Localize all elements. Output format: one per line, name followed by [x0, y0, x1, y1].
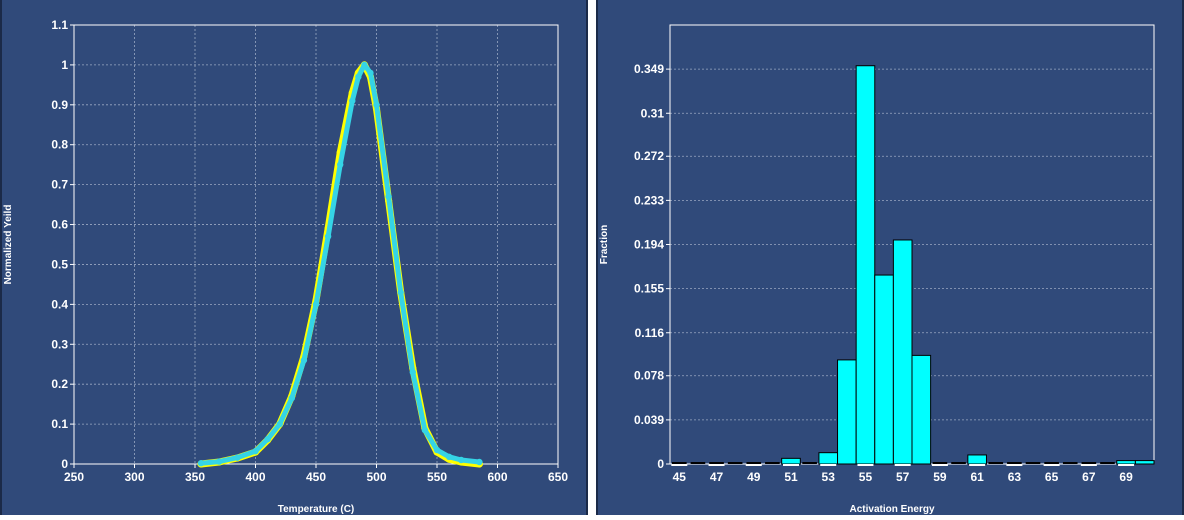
- x-tick-label: 49: [747, 470, 761, 484]
- x-axis-title: Activation Energy: [849, 504, 934, 515]
- y-tick-label: 0.7: [51, 178, 68, 192]
- yield-scatter-chart: 250 300 350 400 450 500 550 600 650 0 0.1 0.2 0.3 0.4…: [3, 18, 568, 515]
- y-tick-label: 0.2: [51, 377, 68, 391]
- x-tick-label: 250: [64, 470, 84, 484]
- series-2-point: [276, 420, 283, 428]
- series-2-point: [458, 456, 465, 464]
- series-2-point: [349, 97, 356, 105]
- y-axis-title: Fraction: [599, 225, 610, 264]
- x-tick-label: 65: [1045, 470, 1059, 484]
- y-tick-label: 0.4: [51, 297, 68, 311]
- y-tick-label: 0.349: [634, 62, 664, 76]
- series-2-point: [373, 101, 380, 109]
- bar: [781, 457, 801, 465]
- series-2-point: [312, 301, 320, 308]
- series-2-point: [409, 369, 416, 376]
- bar: [911, 354, 932, 465]
- y-tick-label: 0.116: [635, 326, 665, 340]
- y-tick-label: 0.6: [51, 218, 68, 232]
- panel-separator: [588, 0, 596, 515]
- bar: [1116, 460, 1136, 465]
- activation-chart-panel: 0 0.039 0.078 0.116 0.155 0.194 0.233 0.272 0.31…: [596, 0, 1184, 515]
- x-tick-label: 600: [487, 470, 507, 484]
- series-2-point: [234, 454, 241, 461]
- series-2-point: [385, 193, 392, 200]
- series-2-point: [445, 453, 453, 461]
- series-2-point: [367, 69, 374, 77]
- series-2-point: [216, 458, 223, 465]
- series-2-point: [337, 161, 344, 168]
- activation-bar-chart: 0 0.039 0.078 0.116 0.155 0.194 0.233 0.272 0.31…: [599, 24, 1155, 515]
- x-tick-label: 300: [124, 470, 144, 484]
- x-tick-label: 500: [366, 470, 386, 484]
- bar: [967, 454, 987, 465]
- y-tick-label: 0: [657, 457, 664, 471]
- series-2-point: [397, 289, 404, 296]
- x-tick-label: 67: [1082, 470, 1096, 484]
- y-tick-label: 0.9: [51, 98, 68, 112]
- x-tick-label: 59: [933, 470, 947, 484]
- x-tick-label: 53: [822, 470, 836, 484]
- series-2-point: [300, 357, 308, 364]
- x-tick-label: 63: [1008, 470, 1022, 484]
- series-2-point: [264, 436, 271, 443]
- y-tick-label: 0.272: [634, 149, 664, 163]
- plot-frame: [73, 24, 559, 465]
- x-tick-label: 45: [673, 470, 687, 484]
- series-2-point: [324, 233, 332, 240]
- x-tick-label: 61: [970, 470, 984, 484]
- x-tick-label: 51: [784, 470, 798, 484]
- x-tick-label: 550: [427, 470, 447, 484]
- x-tick-label: 400: [245, 470, 265, 484]
- x-tick-label: 69: [1119, 470, 1133, 484]
- x-tick-label: 350: [185, 470, 205, 484]
- y-tick-label: 0: [61, 457, 68, 471]
- y-tick-label: 0.039: [634, 413, 664, 427]
- x-tick-label: 450: [306, 470, 326, 484]
- series-2-point: [197, 460, 205, 467]
- bar: [1134, 460, 1155, 465]
- series-2-point: [421, 426, 429, 434]
- y-axis-title: Normalized Yeild: [3, 205, 14, 285]
- x-tick-label: 57: [896, 470, 910, 484]
- y-tick-label: 0.1: [51, 417, 68, 431]
- y-tick-label: 0.233: [634, 193, 664, 207]
- y-tick-label: 0.078: [634, 369, 664, 383]
- bar: [874, 274, 894, 465]
- y-tick-label: 0.3: [51, 337, 68, 351]
- y-tick-label: 0.5: [51, 257, 68, 271]
- series-2-point: [433, 446, 441, 454]
- series-2-point: [252, 448, 259, 455]
- bar: [892, 239, 913, 465]
- y-tick-label: 0.31: [641, 106, 665, 120]
- bar: [818, 452, 839, 465]
- x-tick-label: 55: [859, 470, 873, 484]
- series-2-point: [288, 394, 295, 402]
- x-axis-title: Temperature (C): [278, 504, 355, 515]
- x-tick-label: 650: [548, 470, 568, 484]
- series-2-point: [361, 61, 368, 69]
- bar: [855, 65, 876, 465]
- x-tick-label: 47: [710, 470, 724, 484]
- y-tick-label: 0.8: [51, 138, 68, 152]
- yield-chart-panel: 250 300 350 400 450 500 550 600 650 0 0.1 0.2 0.3 0.4…: [0, 0, 588, 515]
- y-tick-label: 1: [61, 58, 68, 72]
- y-tick-label: 0.155: [634, 282, 664, 296]
- series-2-point: [476, 458, 483, 466]
- y-tick-label: 1.1: [51, 18, 68, 32]
- series-2-point: [355, 73, 362, 81]
- y-tick-label: 0.194: [634, 238, 664, 252]
- bar: [837, 359, 857, 465]
